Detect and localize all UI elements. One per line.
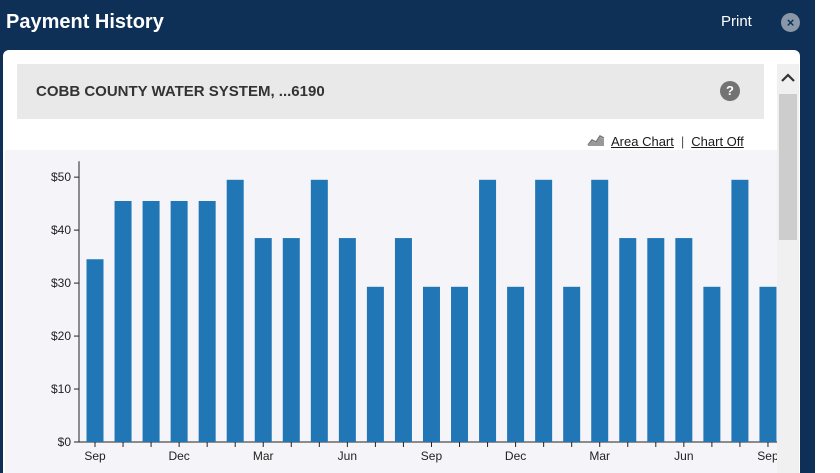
vertical-scrollbar[interactable] (777, 64, 799, 473)
bar (647, 238, 665, 442)
x-tick-label: Sep (757, 449, 777, 463)
bar (535, 179, 553, 442)
bar (170, 200, 188, 442)
bar (507, 286, 525, 442)
area-chart-icon[interactable] (587, 133, 605, 149)
x-tick-label: Dec (505, 449, 526, 463)
payment-history-dialog: Payment History Print × COBB COUNTY WATE… (0, 0, 815, 473)
bar (703, 286, 721, 442)
bar (198, 200, 216, 442)
area-chart-link[interactable]: Area Chart (611, 133, 674, 149)
y-tick-label: $0 (58, 435, 72, 449)
bar (479, 179, 497, 442)
close-icon[interactable]: × (781, 13, 800, 32)
bar (563, 286, 581, 442)
x-tick-label: Mar (589, 449, 610, 463)
x-tick-label: Dec (168, 449, 189, 463)
scroll-up-arrow-icon[interactable] (777, 64, 799, 90)
y-tick-label: $10 (51, 382, 71, 396)
y-tick-label: $30 (51, 276, 71, 290)
x-tick-label: Sep (421, 449, 443, 463)
x-tick-label: Jun (674, 449, 693, 463)
y-tick-label: $40 (51, 223, 71, 237)
dialog-content: COBB COUNTY WATER SYSTEM, ...6190 ? Area… (3, 50, 800, 473)
scroll-thumb[interactable] (779, 94, 797, 240)
help-icon[interactable]: ? (720, 81, 740, 101)
x-tick-label: Mar (253, 449, 274, 463)
bar (451, 286, 469, 442)
y-tick-label: $50 (51, 170, 71, 184)
bar (366, 286, 384, 442)
bar (591, 179, 609, 442)
bar (731, 179, 749, 442)
bar (86, 259, 104, 442)
bar (310, 179, 328, 442)
bar (422, 286, 440, 442)
x-tick-label: Sep (84, 449, 106, 463)
bar (282, 238, 300, 442)
chart-off-link[interactable]: Chart Off (691, 133, 744, 149)
account-header: COBB COUNTY WATER SYSTEM, ...6190 ? (17, 64, 764, 119)
bar (675, 238, 693, 442)
y-tick-label: $20 (51, 329, 71, 343)
bar (114, 200, 132, 442)
account-name: COBB COUNTY WATER SYSTEM, ...6190 (36, 83, 325, 100)
bar (142, 200, 160, 442)
chart-controls: Area Chart | Chart Off (587, 133, 744, 149)
bar (619, 238, 637, 442)
bar (226, 179, 244, 442)
bar (338, 238, 356, 442)
dialog-title: Payment History (6, 11, 164, 33)
bar (759, 286, 777, 442)
chart-plot-area: $0 $10 $20 $30 $40 $50 Sep Dec Mar Jun Sep Dec Mar Ju… (5, 150, 779, 473)
payment-bar-chart: $0 $10 $20 $30 $40 $50 Sep Dec Mar Jun Sep Dec Mar Ju… (51, 161, 779, 463)
link-separator: | (680, 133, 685, 149)
bar (394, 238, 412, 442)
x-tick-label: Jun (338, 449, 357, 463)
print-button[interactable]: Print (721, 13, 752, 30)
bar (254, 238, 272, 442)
